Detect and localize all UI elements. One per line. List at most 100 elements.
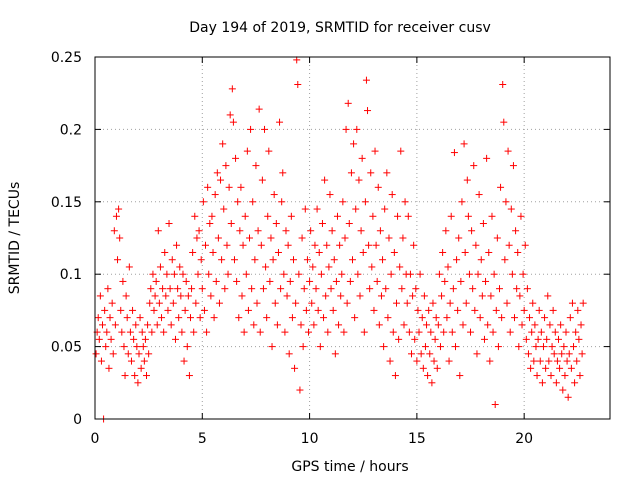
data-point xyxy=(395,335,403,343)
data-point xyxy=(398,285,406,293)
data-point xyxy=(212,277,220,285)
data-point xyxy=(174,285,182,293)
data-point xyxy=(579,299,587,307)
data-point xyxy=(328,227,336,235)
data-point xyxy=(399,234,407,242)
data-point xyxy=(518,321,526,329)
data-point xyxy=(229,118,237,126)
data-point xyxy=(221,285,229,293)
data-point xyxy=(281,328,289,336)
data-point xyxy=(140,357,148,365)
data-point xyxy=(202,241,210,249)
data-point xyxy=(225,183,233,191)
data-point xyxy=(209,248,217,256)
data-point xyxy=(152,277,160,285)
data-point xyxy=(413,357,421,365)
data-point xyxy=(178,328,186,336)
data-point xyxy=(106,314,114,322)
data-point xyxy=(501,256,509,264)
data-point xyxy=(307,227,315,235)
data-point xyxy=(331,350,339,358)
data-point xyxy=(249,198,257,206)
data-point xyxy=(574,306,582,314)
data-point xyxy=(577,321,585,329)
data-point xyxy=(165,220,173,228)
data-point xyxy=(379,256,387,264)
data-point xyxy=(139,343,147,351)
data-point xyxy=(306,277,314,285)
data-point xyxy=(256,328,264,336)
data-point xyxy=(417,350,425,358)
data-point xyxy=(353,125,361,133)
data-point xyxy=(323,241,331,249)
data-point xyxy=(295,270,303,278)
data-point xyxy=(561,372,569,380)
data-point xyxy=(138,328,146,336)
data-point xyxy=(453,256,461,264)
data-point xyxy=(576,372,584,380)
data-point xyxy=(329,306,337,314)
data-point xyxy=(299,343,307,351)
data-point xyxy=(224,270,232,278)
data-point xyxy=(351,314,359,322)
data-point xyxy=(341,234,349,242)
data-point xyxy=(444,263,452,271)
data-point xyxy=(192,299,200,307)
data-point xyxy=(566,314,574,322)
data-point xyxy=(359,248,367,256)
data-point xyxy=(337,292,345,300)
data-point xyxy=(472,241,480,249)
data-point xyxy=(350,140,358,148)
data-point xyxy=(572,328,580,336)
data-point xyxy=(215,299,223,307)
data-point xyxy=(548,343,556,351)
data-point xyxy=(462,299,470,307)
x-tick-label: 15 xyxy=(408,431,426,447)
data-point xyxy=(529,299,537,307)
data-point xyxy=(262,263,270,271)
y-tick-label: 0.1 xyxy=(60,267,82,283)
y-tick-label: 0.25 xyxy=(51,50,82,66)
data-point xyxy=(367,169,375,177)
data-point xyxy=(418,314,426,322)
data-point xyxy=(555,335,562,343)
data-point xyxy=(153,321,161,329)
y-tick-label: 0.2 xyxy=(60,122,82,138)
data-point xyxy=(282,227,290,235)
data-point xyxy=(144,321,152,329)
data-point xyxy=(160,328,168,336)
y-tick-label: 0 xyxy=(73,412,82,428)
data-point xyxy=(170,270,178,278)
data-point xyxy=(240,328,248,336)
data-point xyxy=(544,292,552,300)
data-point xyxy=(551,328,559,336)
data-point xyxy=(410,241,418,249)
data-point xyxy=(217,176,225,184)
data-point xyxy=(313,205,321,213)
data-point xyxy=(123,314,131,322)
axis-ticks: 0 5 10 15 20 0 0.05 0.1 0.15 0.2 0.25 xyxy=(51,50,610,447)
data-point xyxy=(190,328,198,336)
data-point xyxy=(233,277,241,285)
data-point xyxy=(193,234,201,242)
data-point xyxy=(204,183,212,191)
data-point xyxy=(474,270,482,278)
data-point xyxy=(136,314,144,322)
data-point xyxy=(147,285,155,293)
x-tick-label: 0 xyxy=(91,431,100,447)
data-point xyxy=(102,343,110,351)
data-point xyxy=(464,212,472,220)
data-point xyxy=(284,241,292,249)
data-point xyxy=(424,372,432,380)
data-point xyxy=(564,393,572,401)
data-point xyxy=(167,321,175,329)
data-point xyxy=(386,357,394,365)
data-point xyxy=(404,212,412,220)
data-point xyxy=(575,335,583,343)
data-point xyxy=(146,299,154,307)
data-point xyxy=(491,401,499,409)
data-point xyxy=(357,227,365,235)
data-point xyxy=(370,306,378,314)
data-point xyxy=(549,306,557,314)
data-point xyxy=(338,270,346,278)
